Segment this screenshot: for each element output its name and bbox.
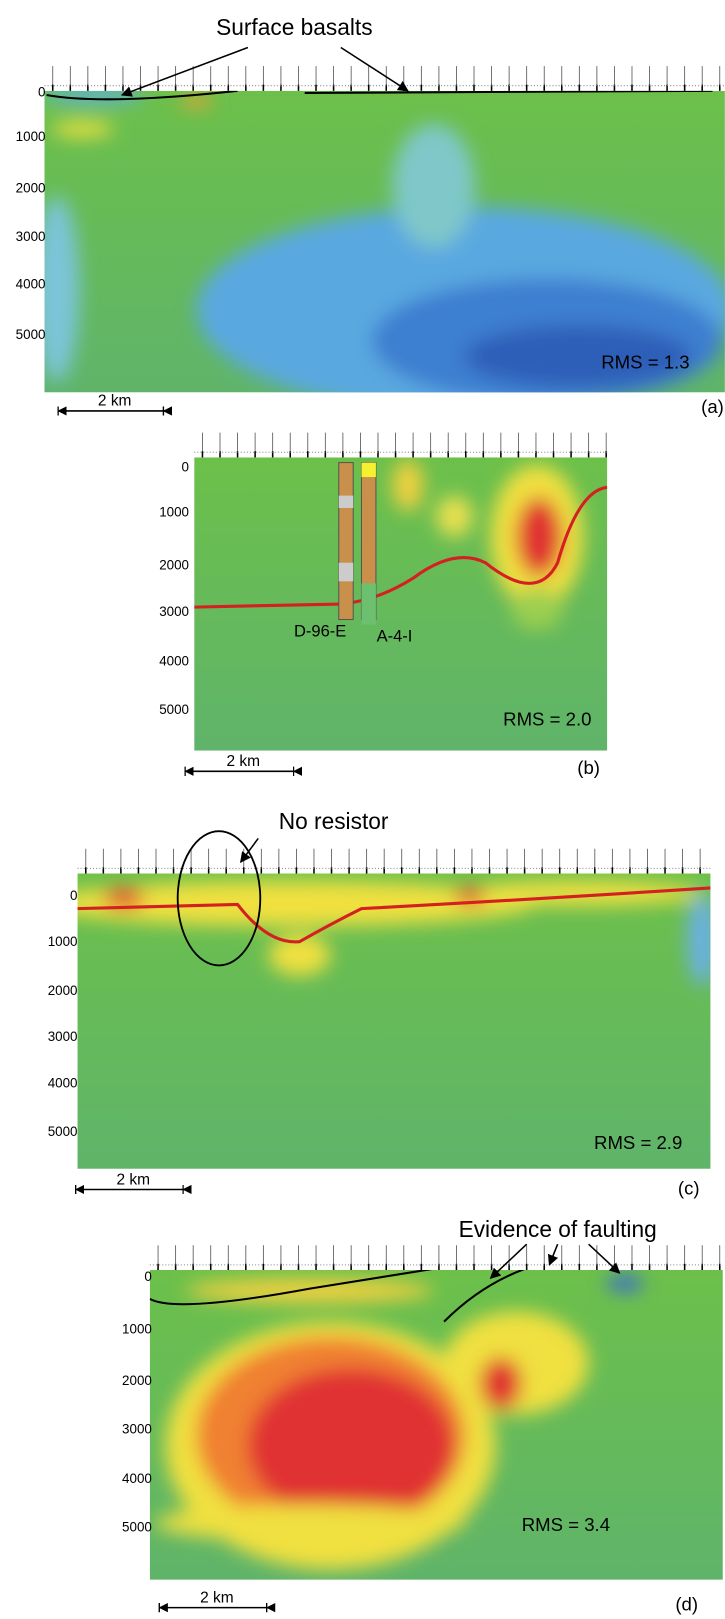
resistivity-zone — [180, 94, 212, 108]
resistivity-zone — [44, 90, 145, 104]
section — [77, 873, 711, 1169]
resistivity-zone — [44, 196, 80, 383]
annotation-arrow — [120, 46, 249, 97]
resistivity-zone — [77, 880, 537, 927]
depth-label: 1000 — [16, 129, 46, 144]
depth-label: 4000 — [159, 653, 189, 668]
well-section — [361, 583, 376, 625]
interpreted-line — [149, 1270, 433, 1306]
scale-label: 2 km — [226, 753, 260, 770]
annotation: Surface basalts — [216, 14, 372, 40]
resistivity-zone — [185, 1278, 434, 1304]
well-label: D-96-E — [294, 621, 346, 640]
depth-label: 2000 — [122, 1373, 152, 1388]
depth-label: 0 — [70, 888, 77, 903]
depth-label: 2000 — [16, 180, 46, 195]
blobs — [392, 459, 584, 630]
resistivity-zone — [454, 887, 486, 905]
resistivity-zone — [154, 1504, 465, 1542]
resistivity-zone — [511, 588, 563, 630]
blobs — [44, 90, 725, 393]
scale-label: 2 km — [200, 1589, 234, 1606]
resistivity-zone — [606, 1275, 644, 1292]
depth-label: 3000 — [122, 1422, 152, 1437]
panel-label: (c) — [678, 1177, 700, 1198]
annotation: Evidence of faulting — [459, 1216, 657, 1242]
section — [194, 457, 608, 751]
annotation: No resistor — [279, 808, 389, 834]
resistivity-zone — [480, 1357, 522, 1410]
section — [44, 90, 725, 393]
panel-label: (d) — [675, 1593, 698, 1614]
depth-label: 3000 — [159, 604, 189, 619]
depth-label: 1000 — [48, 934, 78, 949]
rms: RMS = 3.4 — [522, 1514, 610, 1535]
resistivity-zone — [392, 123, 476, 248]
resistivity-zone — [464, 325, 692, 388]
annotation-arrow — [547, 1243, 559, 1266]
interpreted-line — [77, 886, 711, 944]
depth-label: 5000 — [159, 702, 189, 717]
rms: RMS = 1.3 — [601, 351, 689, 372]
interpreted-line — [194, 485, 608, 609]
highlight — [176, 830, 262, 967]
resistivity-zone — [392, 459, 424, 512]
depth-label: 0 — [182, 459, 189, 474]
resistivity-zone — [686, 893, 711, 987]
depth-label: 4000 — [122, 1471, 152, 1486]
well-section — [361, 462, 376, 478]
depth-label: 4000 — [16, 277, 46, 292]
depth-label: 0 — [144, 1269, 151, 1284]
scale-label: 2 km — [98, 393, 132, 410]
depth-label: 3000 — [48, 1029, 78, 1044]
rms: RMS = 2.9 — [594, 1132, 682, 1153]
resistivity-zone — [444, 1311, 589, 1415]
annotation-arrow — [340, 46, 409, 92]
depth-label: 5000 — [122, 1520, 152, 1535]
interpreted-line — [46, 90, 238, 101]
resistivity-zone — [247, 1368, 455, 1523]
depth-label: 2000 — [159, 557, 189, 572]
depth-label: 2000 — [48, 983, 78, 998]
depth-label: 5000 — [48, 1124, 78, 1139]
depth-label: 1000 — [159, 505, 189, 520]
interpreted-line — [443, 1270, 525, 1323]
well-label: A-4-I — [377, 626, 413, 645]
rms: RMS = 2.0 — [503, 709, 591, 730]
annotation-arrow — [240, 837, 259, 864]
section — [149, 1270, 723, 1580]
well — [338, 462, 354, 621]
resistivity-zone — [516, 497, 562, 577]
panel-label: (a) — [701, 396, 724, 417]
panel-label: (b) — [577, 757, 600, 778]
well-section — [338, 495, 354, 509]
scale-label: 2 km — [117, 1171, 151, 1188]
resistivity-zone — [268, 934, 331, 976]
resistivity-zone — [51, 120, 114, 138]
blobs — [154, 1275, 644, 1570]
interpreted-line — [304, 90, 713, 94]
depth-label: 3000 — [16, 229, 46, 244]
depth-label: 5000 — [16, 327, 46, 342]
resistivity-zone — [103, 887, 145, 909]
annotation-arrow — [489, 1243, 528, 1280]
annotation-arrow — [588, 1243, 621, 1274]
resistivity-zone — [435, 495, 473, 537]
depth-label: 4000 — [48, 1076, 78, 1091]
depth-label: 1000 — [122, 1321, 152, 1336]
well-section — [338, 562, 354, 582]
depth-label: 0 — [38, 84, 45, 99]
